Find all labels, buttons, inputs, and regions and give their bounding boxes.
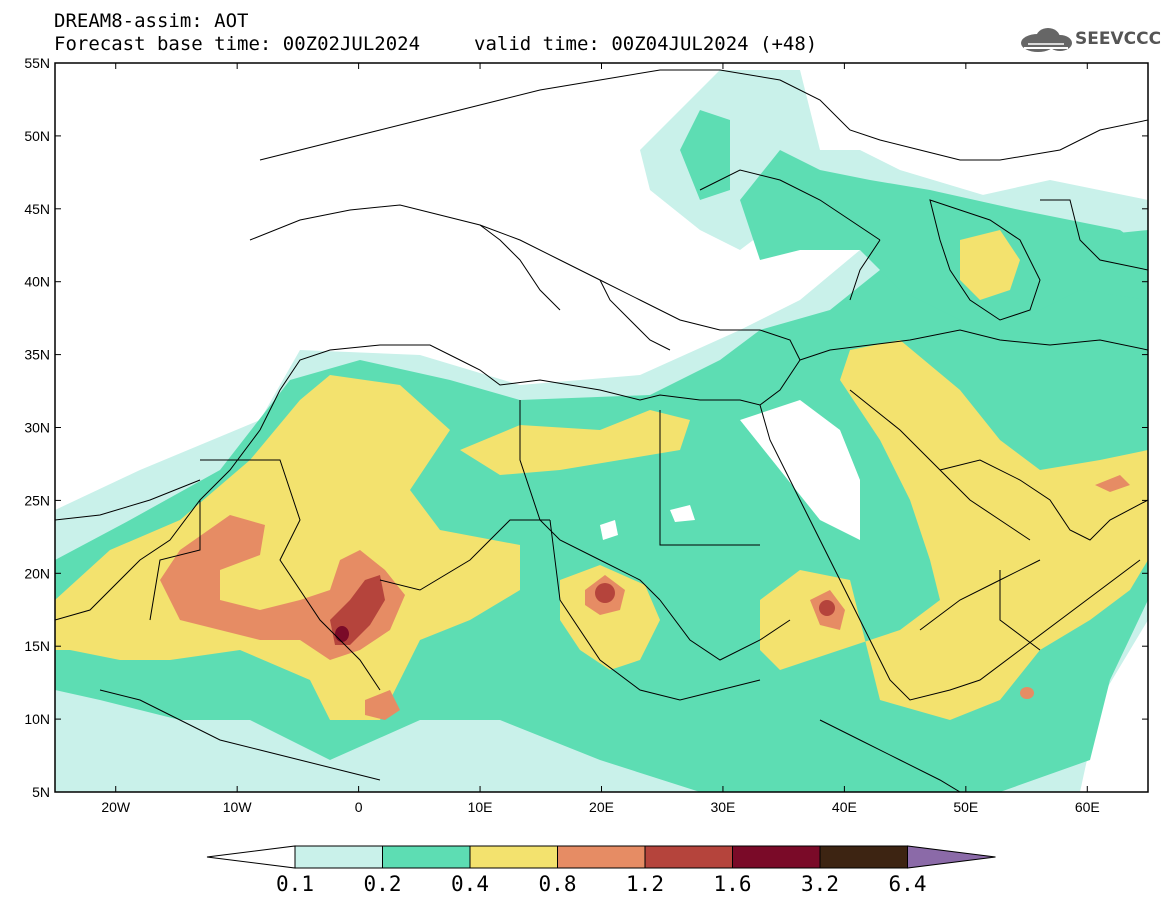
lon-label: 10E [468,799,493,815]
lon-label: 50E [953,799,978,815]
aot-contour-0.4 [55,375,520,720]
lon-label: 20E [589,799,614,815]
lon-label: 40E [832,799,857,815]
lat-label: 45N [24,201,50,217]
colorbar-segment [382,845,471,869]
lat-label: 5N [32,784,50,800]
base-time: Forecast base time: 00Z02JUL2024 [54,33,421,55]
cloud-icon [1021,28,1072,52]
colorbar-label: 0.2 [363,872,402,896]
lon-label: 60E [1075,799,1100,815]
lat-label: 20N [24,565,50,581]
colorbar-segment [469,845,558,869]
colorbar-label: 1.6 [713,872,752,896]
lat-label: 55N [24,55,50,71]
colorbar-over-arrow [907,845,996,869]
model-title: DREAM8-assim: AOT [54,10,249,32]
colorbar-segment [732,845,821,869]
lat-label: 10N [24,711,50,727]
colorbar-label: 1.2 [626,872,664,896]
coastlines [55,69,1148,792]
lat-label: 50N [24,128,50,144]
lat-label: 35N [24,347,50,363]
lon-label: 20W [101,799,131,815]
colorbar-segment [819,845,908,869]
lat-label: 15N [24,638,50,654]
time-line: Forecast base time: 00Z02JUL2024 valid ti… [54,33,817,55]
aot-contour-1.6 [335,626,349,642]
colorbar-label: 0.8 [538,872,577,896]
lon-label: 30E [710,799,735,815]
latitude-axis: 55N 50N 45N 40N 35N 30N 25N 20N 15N 10N 5N [24,55,1148,800]
aot-map: 55N 50N 45N 40N 35N 30N 25N 20N 15N 10N 5N 20W 10W 0… [24,55,1149,815]
colorbar-segment [557,845,646,869]
colorbar-under-arrow [206,845,296,869]
lat-label: 25N [24,492,50,508]
colorbar-label: 6.4 [888,872,927,896]
colorbar-segment [644,845,733,869]
valid-time: valid time: 00Z04JUL2024 (+48) [474,33,818,55]
colorbar-label: 3.2 [801,872,839,896]
longitude-axis: 20W 10W 0 10E 20E 30E 40E 50E 60E [101,63,1100,815]
lat-label: 30N [24,420,50,436]
lat-label: 40N [24,274,50,290]
colorbar [206,845,996,869]
logo-text: SEEVCCC [1075,29,1162,49]
aot-field [55,70,1148,792]
lon-label: 10W [223,799,253,815]
colorbar-segment [294,845,383,869]
colorbar-label: 0.4 [451,872,489,896]
lon-label: 0 [355,799,363,815]
colorbar-label: 0.1 [276,872,314,896]
seevccc-logo: SEEVCCC [1018,26,1162,56]
